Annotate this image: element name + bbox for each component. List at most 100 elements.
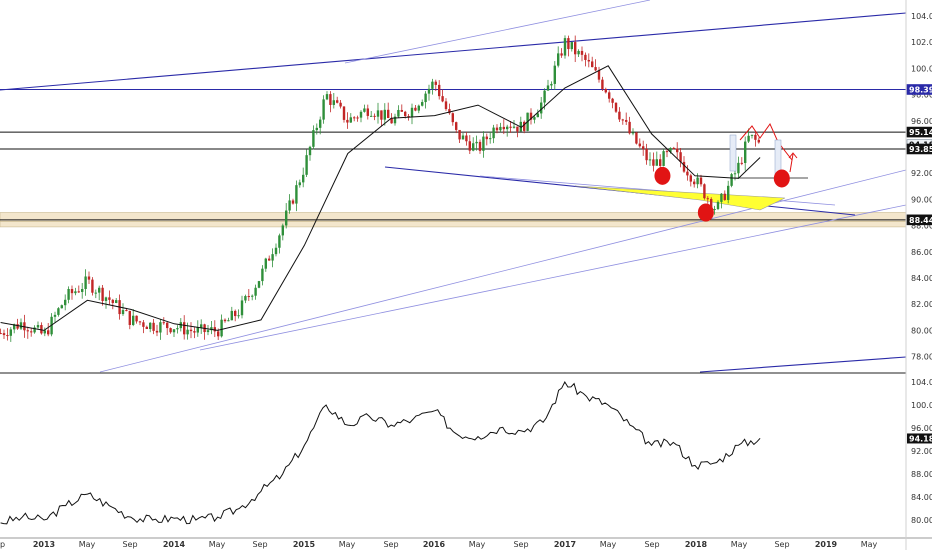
candle-body-38: [128, 310, 131, 325]
candle-body-116: [393, 116, 397, 124]
sub-y-tick-3: 92.00: [911, 447, 932, 456]
x-tick-5: May: [209, 540, 226, 549]
main-y-tick-9: 86.00: [911, 248, 932, 257]
candle-body-115: [390, 117, 393, 124]
candle-body-107: [363, 108, 366, 112]
candle-body-169: [574, 42, 577, 55]
candle-body-205: [696, 177, 699, 185]
candle-body-182: [618, 111, 621, 120]
candle-body-99: [336, 100, 339, 103]
candle-body-201: [682, 161, 686, 172]
candle-body-106: [359, 111, 363, 118]
candle-body-37: [125, 310, 128, 312]
main-y-tick-0: 104.00: [911, 12, 932, 21]
trendline-0: [0, 12, 907, 91]
candle-body-61: [206, 330, 210, 333]
main-y-tick-6: 92.00: [911, 169, 932, 178]
price-tag-bg-4: [906, 214, 932, 226]
candle-body-5: [16, 324, 19, 329]
candle-body-190: [645, 149, 648, 161]
candle-body-56: [189, 329, 193, 332]
candle-body-76: [257, 281, 261, 288]
candle-body-17: [57, 308, 60, 315]
candle-body-87: [295, 185, 298, 204]
candle-body-69: [234, 310, 237, 317]
comparison-line: [0, 380, 761, 525]
candle-body-67: [227, 320, 230, 322]
candle-body-203: [689, 175, 692, 182]
candle-body-102: [346, 119, 349, 123]
x-tick-18: Sep: [774, 540, 789, 549]
candle-body-9: [30, 331, 33, 333]
candle-body-207: [703, 184, 706, 199]
support-zone-1: [0, 221, 907, 228]
candle-body-147: [499, 126, 502, 131]
candle-body-124: [421, 102, 424, 106]
comparison-pane: [0, 380, 761, 525]
candle-body-33: [111, 299, 114, 303]
sub-y-tick-2: 96.00: [911, 424, 932, 433]
candle-body-194: [659, 159, 662, 166]
candle-body-141: [478, 141, 482, 151]
candle-body-3: [9, 329, 12, 336]
candle-body-108: [366, 108, 369, 116]
candle-body-101: [342, 106, 346, 120]
price-tag-1: 95.14: [909, 128, 932, 137]
candle-body-98: [332, 100, 335, 105]
candle-body-173: [587, 59, 590, 62]
candle-body-71: [240, 300, 244, 316]
candle-body-44: [149, 322, 152, 330]
candle-body-114: [387, 109, 390, 118]
price-tag-bg-0: [906, 84, 932, 95]
candle-body-195: [662, 151, 665, 166]
main-y-tick-11: 82.00: [911, 300, 932, 309]
candle-body-221: [750, 134, 754, 136]
candle-body-154: [523, 121, 526, 131]
candle-body-170: [577, 50, 580, 55]
candle-body-146: [495, 127, 499, 131]
candle-body-84: [285, 210, 288, 226]
candle-body-134: [455, 122, 458, 130]
candle-body-96: [325, 94, 329, 100]
candle-body-117: [397, 109, 400, 117]
candle-body-62: [210, 327, 213, 331]
candle-body-42: [142, 322, 145, 327]
candle-body-80: [271, 254, 274, 261]
candle-body-212: [720, 193, 723, 202]
x-tick-14: May: [600, 540, 617, 549]
main-y-tick-12: 80.00: [911, 326, 932, 335]
candle-body-27: [91, 279, 94, 293]
x-tick-17: May: [731, 540, 748, 549]
candle-body-210: [713, 209, 716, 211]
candle-body-136: [461, 135, 465, 140]
candle-body-47: [159, 322, 162, 333]
x-tick-7: 2015: [293, 540, 316, 549]
candle-body-81: [274, 247, 278, 255]
candle-body-70: [237, 315, 240, 317]
candle-body-55: [186, 329, 189, 335]
candle-body-29: [98, 287, 101, 293]
candle-body-103: [349, 117, 352, 123]
price-tag-4: 88.44: [909, 216, 932, 225]
candle-body-199: [676, 148, 679, 153]
sub-y-tick-5: 84.00: [911, 493, 932, 502]
candle-body-49: [166, 322, 169, 329]
candle-body-179: [608, 92, 611, 99]
candle-body-23: [77, 291, 80, 293]
candle-body-150: [509, 126, 512, 128]
candle-body-74: [251, 295, 254, 297]
candle-body-14: [47, 330, 50, 335]
moving-average-line: [0, 65, 761, 331]
candle-body-137: [465, 135, 468, 142]
candle-body-143: [485, 136, 488, 140]
candle-body-120: [407, 116, 410, 118]
candle-body-202: [686, 171, 689, 176]
candle-body-34: [115, 300, 118, 303]
candle-body-25: [84, 276, 87, 290]
candle-body-63: [213, 327, 216, 332]
x-tick-3: Sep: [122, 540, 137, 549]
candle-body-156: [529, 112, 533, 120]
main-y-tick-8: 88.00: [911, 222, 932, 231]
